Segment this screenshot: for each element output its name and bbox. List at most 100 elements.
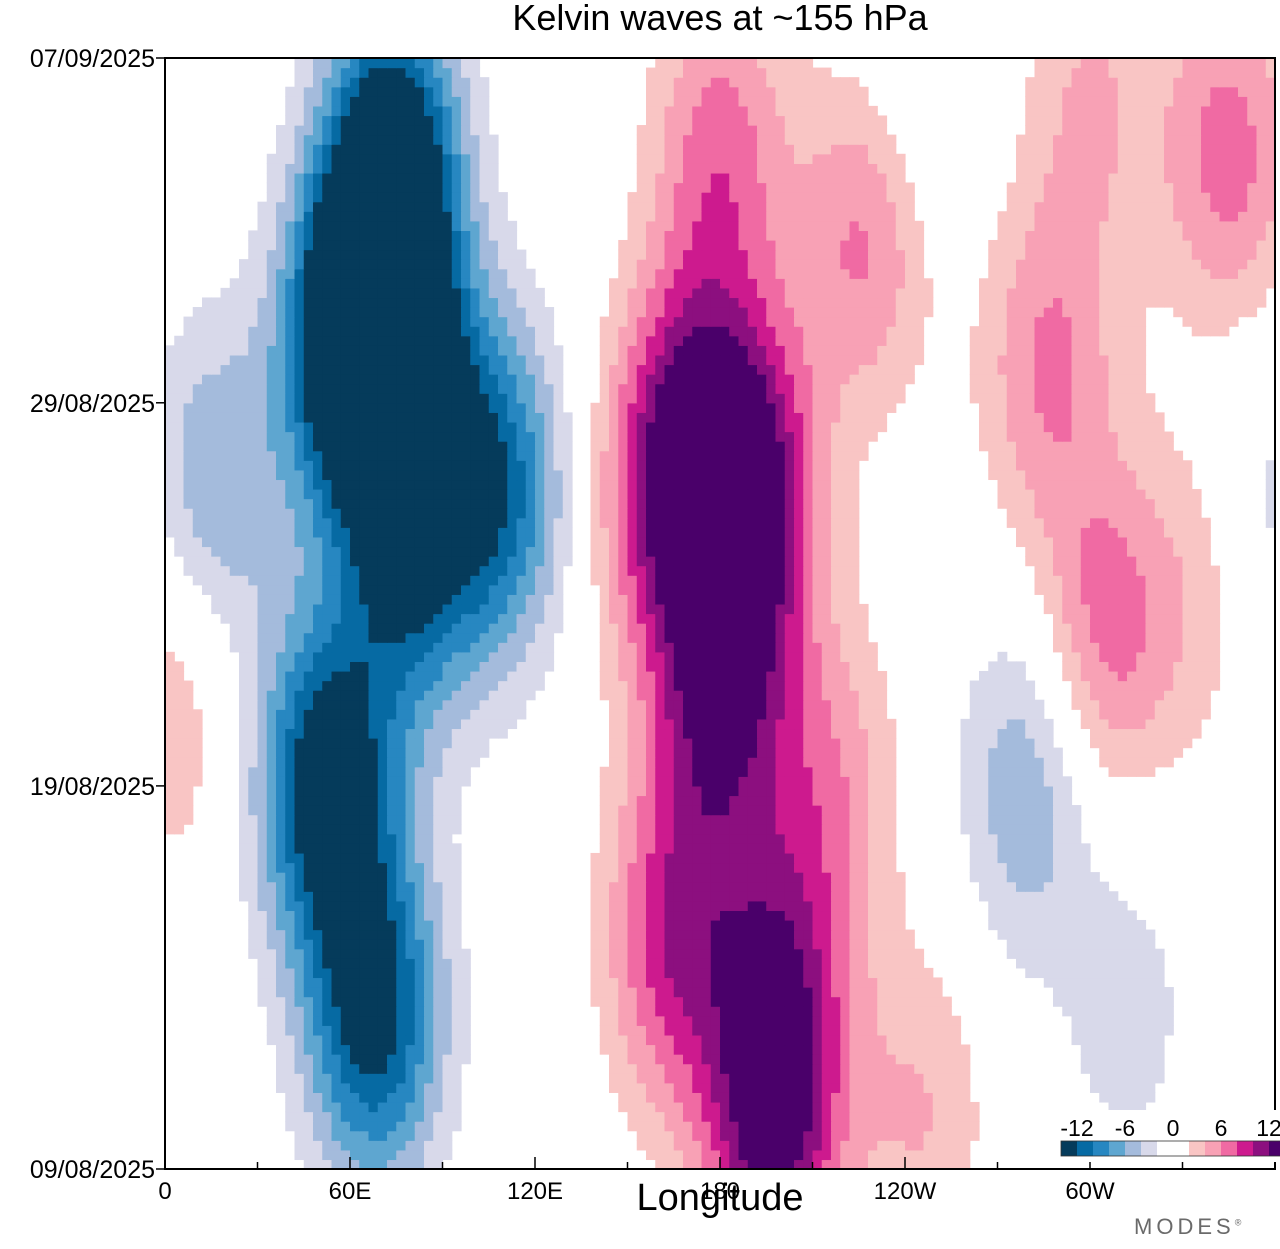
contour-cell bbox=[1164, 699, 1174, 710]
contour-cell bbox=[248, 527, 259, 538]
contour-cell bbox=[1006, 757, 1017, 768]
contour-cell bbox=[720, 929, 730, 940]
contour-cell bbox=[757, 603, 767, 615]
contour-cell bbox=[868, 910, 878, 921]
contour-cell bbox=[1173, 584, 1184, 595]
contour-cell bbox=[803, 1015, 814, 1026]
contour-cell bbox=[729, 1054, 740, 1065]
contour-cell bbox=[1071, 642, 1082, 653]
contour-cell bbox=[840, 1063, 851, 1074]
contour-cell bbox=[627, 910, 638, 921]
contour-cell bbox=[1025, 900, 1036, 912]
contour-cell bbox=[313, 967, 323, 979]
contour-cell bbox=[599, 603, 610, 615]
contour-cell bbox=[618, 824, 629, 835]
contour-cell bbox=[433, 584, 444, 595]
contour-cell bbox=[840, 833, 851, 844]
contour-cell bbox=[821, 651, 832, 662]
contour-cell bbox=[609, 642, 619, 653]
contour-cell bbox=[775, 872, 786, 883]
contour-cell bbox=[868, 1101, 878, 1113]
contour-cell bbox=[701, 594, 712, 605]
contour-cell bbox=[340, 594, 351, 605]
contour-cell bbox=[858, 1044, 869, 1055]
contour-cell bbox=[368, 670, 379, 682]
contour-cell bbox=[655, 766, 666, 777]
contour-cell bbox=[886, 718, 897, 730]
contour-cell bbox=[396, 1140, 407, 1151]
contour-cell bbox=[174, 757, 185, 768]
contour-cell bbox=[1071, 690, 1082, 701]
contour-cell bbox=[1154, 680, 1165, 691]
contour-cell bbox=[868, 661, 878, 672]
contour-cell bbox=[1164, 690, 1174, 701]
contour-cell bbox=[1164, 603, 1174, 615]
contour-cell bbox=[340, 1063, 351, 1074]
contour-cell bbox=[812, 852, 823, 864]
contour-cell bbox=[849, 1111, 860, 1122]
contour-cell bbox=[803, 814, 814, 825]
contour-cell bbox=[387, 1054, 397, 1065]
contour-cell bbox=[747, 891, 758, 902]
contour-cell bbox=[414, 996, 425, 1007]
contour-cell bbox=[359, 872, 370, 883]
contour-cell bbox=[757, 987, 767, 998]
contour-cell bbox=[1016, 699, 1026, 710]
contour-cell bbox=[738, 699, 749, 710]
contour-cell bbox=[914, 1015, 925, 1026]
contour-cell bbox=[479, 536, 490, 548]
contour-cell bbox=[932, 1082, 943, 1093]
contour-cell bbox=[877, 1082, 888, 1093]
contour-cell bbox=[340, 939, 351, 950]
contour-cell bbox=[442, 852, 453, 864]
contour-cell bbox=[1006, 709, 1017, 720]
contour-cell bbox=[322, 1092, 333, 1103]
contour-cell bbox=[377, 757, 388, 768]
contour-cell bbox=[942, 1006, 952, 1017]
contour-cell bbox=[1071, 814, 1082, 825]
contour-cell bbox=[840, 958, 851, 969]
contour-cell bbox=[812, 1025, 823, 1036]
contour-cell bbox=[979, 785, 989, 797]
contour-cell bbox=[923, 977, 934, 988]
contour-cell bbox=[858, 1121, 869, 1132]
contour-cell bbox=[988, 862, 999, 873]
contour-cell bbox=[396, 919, 407, 931]
contour-cell bbox=[1117, 1054, 1128, 1065]
contour-cell bbox=[1182, 546, 1193, 557]
contour-cell bbox=[1090, 996, 1100, 1007]
contour-cell bbox=[248, 900, 259, 912]
contour-cell bbox=[757, 556, 767, 567]
contour-cell bbox=[886, 919, 897, 931]
contour-cell bbox=[266, 805, 277, 816]
contour-cell bbox=[1117, 1082, 1128, 1093]
contour-cell bbox=[886, 1073, 897, 1084]
contour-cell bbox=[544, 584, 555, 595]
contour-cell bbox=[1053, 747, 1063, 758]
contour-cell bbox=[803, 872, 814, 883]
contour-cell bbox=[794, 977, 804, 988]
contour-cell bbox=[1117, 594, 1128, 605]
contour-cell bbox=[636, 1034, 647, 1046]
contour-cell bbox=[414, 623, 425, 634]
contour-cell bbox=[609, 795, 619, 806]
contour-cell bbox=[424, 919, 434, 931]
contour-cell bbox=[1117, 661, 1128, 672]
contour-cell bbox=[359, 900, 370, 912]
contour-cell bbox=[794, 603, 804, 615]
contour-cell bbox=[895, 910, 906, 921]
contour-cell bbox=[1154, 632, 1165, 643]
contour-cell bbox=[322, 785, 333, 797]
contour-cell bbox=[821, 1082, 832, 1093]
contour-cell bbox=[276, 958, 286, 969]
contour-cell bbox=[868, 670, 878, 682]
contour-cell bbox=[886, 1054, 897, 1065]
contour-cell bbox=[340, 1015, 351, 1026]
contour-cell bbox=[174, 680, 185, 691]
contour-cell bbox=[701, 556, 712, 567]
contour-cell bbox=[831, 843, 841, 854]
contour-cell bbox=[757, 1149, 767, 1161]
contour-cell bbox=[461, 680, 471, 691]
contour-cell bbox=[738, 709, 749, 720]
contour-cell bbox=[322, 1006, 333, 1017]
